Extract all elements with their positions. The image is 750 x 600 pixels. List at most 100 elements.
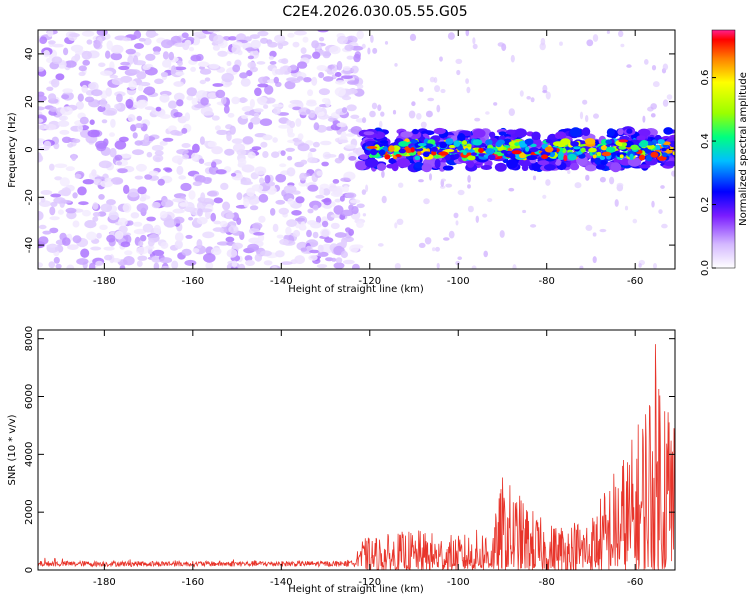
x-tick-label: -160 — [181, 276, 204, 287]
noise-cell — [333, 262, 345, 269]
noise-cell — [120, 241, 131, 248]
noise-cell — [286, 167, 296, 177]
faint-cell — [429, 76, 435, 83]
noise-cell — [348, 156, 357, 161]
noise-cell — [171, 260, 179, 269]
noise-cell — [252, 222, 263, 230]
faint-cell — [424, 237, 432, 245]
noise-cell — [336, 60, 343, 71]
signal-core-cell — [466, 143, 472, 148]
faint-cell — [381, 170, 385, 178]
noise-cell — [153, 224, 161, 235]
noise-cell — [127, 114, 136, 122]
noise-cell — [173, 208, 182, 214]
noise-cell — [182, 42, 190, 51]
noise-cell — [152, 154, 164, 163]
noise-cell — [253, 108, 264, 113]
noise-cell — [289, 99, 302, 105]
signal-halo-cell — [412, 128, 419, 135]
noise-cell — [159, 140, 168, 146]
noise-cell — [277, 43, 284, 50]
noise-cell — [48, 40, 56, 45]
noise-cell — [207, 30, 221, 33]
noise-cell — [355, 147, 366, 157]
noise-cell — [42, 230, 52, 235]
noise-cell — [247, 151, 256, 159]
signal-core-cell — [514, 142, 520, 147]
noise-cell — [348, 204, 354, 211]
signal-core-cell — [438, 151, 449, 156]
faint-cell — [457, 256, 463, 261]
faint-cell — [652, 81, 660, 88]
noise-cell — [339, 195, 345, 202]
faint-cell — [642, 115, 646, 123]
signal-core-cell — [443, 149, 455, 153]
noise-cell — [118, 65, 130, 71]
noise-cell — [295, 118, 302, 127]
noise-cell — [259, 177, 265, 184]
noise-cell — [222, 201, 231, 211]
faint-cell — [658, 209, 663, 215]
signal-halo-cell — [514, 128, 527, 138]
signal-core-cell — [453, 153, 460, 159]
noise-cell — [322, 76, 334, 82]
faint-cell — [526, 96, 531, 100]
noise-cell — [232, 64, 241, 73]
noise-cell — [221, 72, 234, 83]
faint-cell — [372, 47, 378, 54]
noise-cell — [228, 36, 237, 41]
signal-halo-cell — [466, 160, 475, 168]
noise-cell — [38, 118, 44, 123]
signal-core-cell — [645, 154, 653, 162]
faint-cell — [409, 33, 417, 42]
y-tick-label: -20 — [24, 189, 35, 205]
noise-cell — [244, 111, 255, 116]
faint-cell — [653, 263, 657, 269]
noise-cell — [280, 261, 293, 265]
noise-cell — [343, 259, 355, 265]
noise-cell — [192, 248, 200, 253]
snr-x-label: Height of straight line (km) — [288, 584, 424, 595]
faint-cell — [420, 121, 427, 128]
noise-cell — [292, 229, 301, 238]
noise-cell — [229, 125, 236, 135]
noise-cell — [207, 92, 217, 99]
signal-core-cell — [462, 150, 467, 156]
faint-cell — [471, 265, 477, 269]
noise-cell — [214, 125, 221, 131]
faint-cell — [567, 170, 571, 174]
noise-cell — [140, 234, 147, 242]
noise-cell — [212, 227, 225, 232]
signal-core-cell — [654, 144, 661, 151]
noise-cell — [272, 223, 279, 233]
noise-cell — [109, 147, 117, 158]
signal-halo-cell — [569, 127, 582, 138]
signal-halo-cell — [584, 164, 597, 172]
noise-cell — [329, 45, 341, 55]
faint-cell — [472, 43, 478, 50]
noise-cell — [38, 142, 43, 147]
signal-halo-cell — [619, 135, 630, 141]
noise-cell — [136, 203, 149, 213]
noise-cell — [91, 89, 103, 97]
signal-core-cell — [599, 156, 606, 160]
noise-cell — [228, 225, 239, 234]
noise-cell — [203, 253, 216, 263]
noise-cell — [182, 154, 190, 160]
noise-cell — [309, 249, 320, 254]
noise-cell — [281, 58, 289, 65]
noise-cell — [40, 190, 53, 195]
signal-core-cell — [487, 154, 496, 161]
noise-cell — [96, 30, 108, 36]
signal-core-cell — [545, 139, 553, 143]
faint-cell — [394, 263, 401, 269]
noise-cell — [160, 71, 169, 78]
noise-cell — [324, 237, 334, 243]
noise-cell — [180, 182, 192, 192]
noise-cell — [181, 248, 192, 256]
noise-cell — [285, 147, 296, 152]
noise-cell — [77, 124, 83, 133]
noise-cell — [258, 76, 268, 84]
faint-cell — [408, 110, 416, 119]
noise-cell — [334, 72, 342, 77]
